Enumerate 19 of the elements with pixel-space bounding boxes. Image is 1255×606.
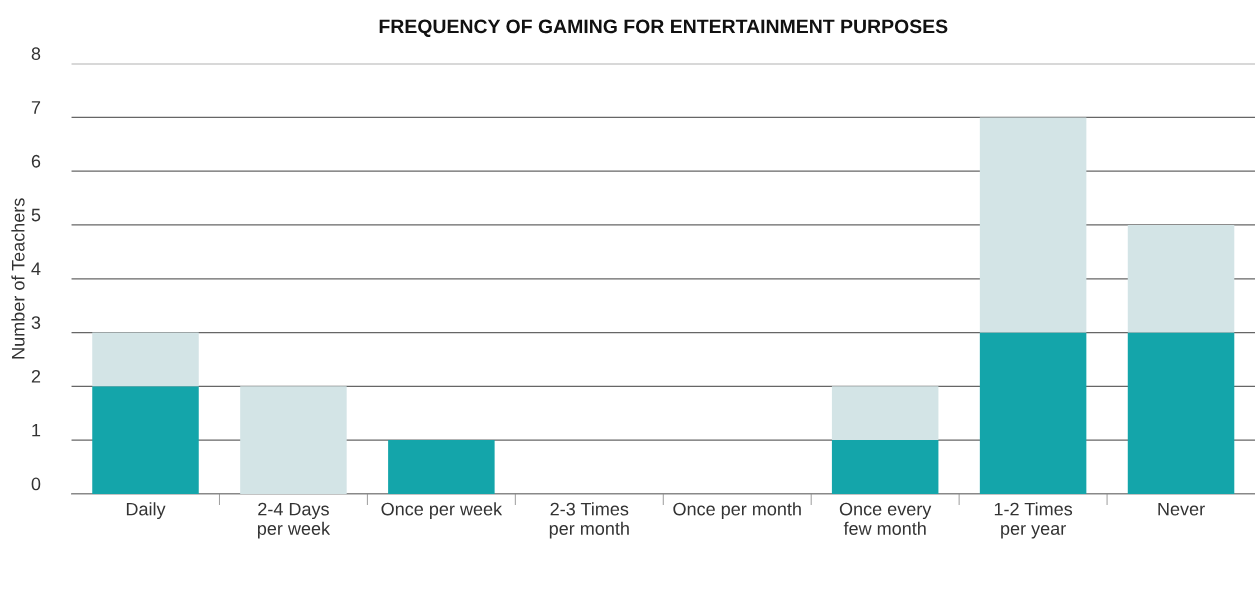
chart-title: FREQUENCY OF GAMING FOR ENTERTAINMENT PURPOSES [379, 19, 948, 37]
x-tick-label: Once every few month [839, 502, 932, 535]
y-tick-label: 6 [31, 154, 41, 168]
y-tick-label: 1 [32, 423, 41, 437]
y-tick-label: 8 [31, 47, 41, 61]
y-tick-label: 2 [31, 369, 41, 383]
x-tick-label: Once per week [381, 502, 503, 520]
x-tick-label: Once per month [673, 502, 801, 520]
x-tick-label: Never [1158, 502, 1205, 516]
x-tick-label: 2-4 Days per week [257, 502, 331, 539]
x-tick-label: 2-3 Times per month [549, 502, 629, 539]
y-tick-label: 4 [31, 262, 41, 276]
y-tick-label: 0 [31, 477, 41, 491]
y-tick-label: 5 [31, 208, 41, 222]
x-tick-label: 1-2 Times per year [994, 502, 1073, 539]
y-axis-title: Number of Teachers [11, 198, 25, 359]
x-tick-label: Daily [126, 502, 166, 520]
y-tick-label: 3 [31, 316, 41, 329]
y-tick-label: 7 [31, 101, 41, 114]
